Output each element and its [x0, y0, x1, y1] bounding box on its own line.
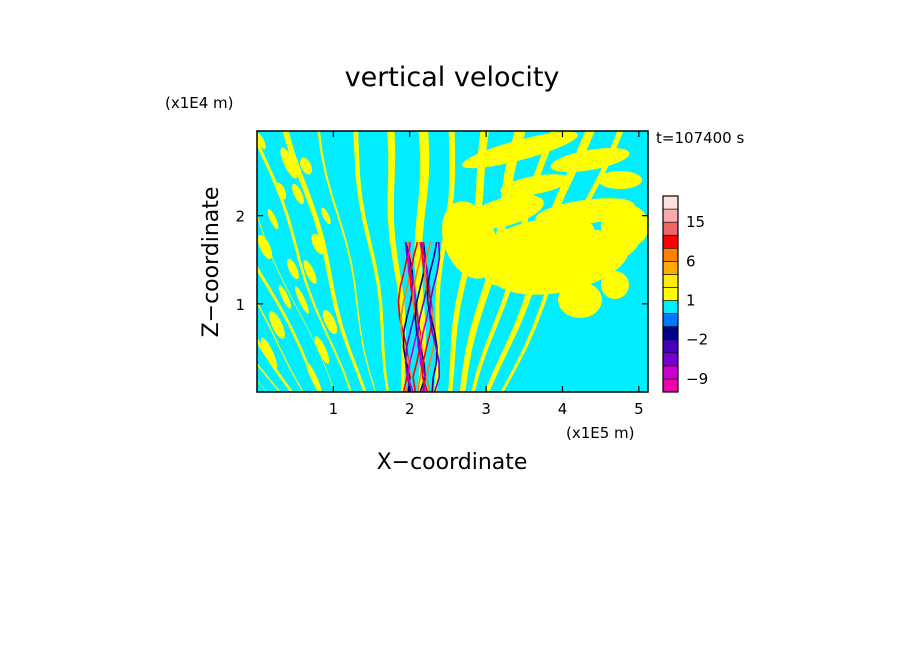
jet-streak — [404, 241, 417, 392]
wave-band — [257, 380, 267, 392]
streak-patch — [322, 310, 338, 334]
x-unit-label: (x1E5 m) — [566, 424, 635, 442]
y-tick-label: 2 — [235, 208, 245, 226]
colorbar-tick-label: 1 — [686, 292, 696, 310]
field-patch — [482, 254, 518, 286]
y-unit-label: (x1E4 m) — [165, 94, 234, 112]
streak-patch — [257, 132, 266, 150]
colorbar-segment — [662, 234, 679, 249]
field-patch — [550, 147, 630, 173]
wave-band — [414, 131, 430, 392]
streak-patch — [280, 147, 298, 179]
streak-patch — [295, 286, 309, 314]
streak-patch — [257, 235, 273, 259]
field-patch — [461, 131, 579, 169]
x-tick-label: 2 — [405, 400, 415, 418]
wave-band — [500, 131, 624, 392]
streak-patch — [287, 258, 299, 280]
x-tick-label: 4 — [558, 400, 568, 418]
colorbar-segment — [662, 326, 679, 341]
streak-patch — [314, 336, 330, 364]
streak-patch — [267, 208, 279, 230]
colorbar-segment — [662, 339, 679, 354]
colorbar-segment — [662, 221, 679, 236]
streak-patch — [260, 337, 278, 369]
colorbar-segment — [662, 313, 679, 327]
colorbar-segment — [662, 261, 679, 275]
colorbar-segment — [662, 247, 679, 262]
streak-patch — [269, 311, 285, 339]
wave-band — [257, 138, 352, 392]
colorbar-tick-label: 6 — [686, 252, 696, 270]
x-tick-label: 3 — [481, 400, 491, 418]
wave-band — [387, 131, 406, 392]
x-tick-label: 5 — [634, 400, 644, 418]
streak-patch — [311, 233, 325, 255]
y-axis-ticks: 12 — [235, 208, 648, 314]
streak-patch — [306, 362, 322, 392]
colorbar-segment — [662, 208, 679, 223]
time-label: t=107400 s — [656, 129, 744, 147]
colorbar: 15 6 1 −2 −9 — [662, 195, 708, 393]
wave-band — [433, 131, 456, 392]
jet-streak — [423, 241, 436, 392]
jet-streak — [428, 241, 441, 392]
field-patch — [485, 217, 595, 259]
colorbar-segment — [662, 365, 679, 380]
wave-band — [257, 362, 281, 392]
jet-streak — [426, 241, 438, 392]
colorbar-tick-label: 15 — [686, 213, 705, 231]
colorbar-segment — [662, 352, 679, 367]
colorbar-segment — [662, 378, 679, 393]
colorbar-tick-label: −9 — [686, 370, 708, 388]
streak-patch — [278, 285, 292, 309]
streak-patch — [300, 157, 312, 175]
wave-band — [257, 265, 320, 392]
field-patch — [558, 282, 602, 318]
streak-patch — [275, 182, 287, 200]
y-tick-label: 1 — [235, 296, 245, 314]
colorbar-frame — [662, 195, 679, 393]
velocity-field — [257, 131, 648, 392]
streak-patch — [303, 260, 317, 284]
field-patch — [601, 271, 629, 299]
x-tick-label: 1 — [329, 400, 339, 418]
field-patch — [601, 204, 648, 248]
streak-patch — [321, 207, 331, 225]
x-axis-ticks: 1 2 3 4 5 — [329, 131, 644, 418]
streak-patch — [292, 183, 304, 205]
plot-frame — [256, 130, 649, 393]
y-axis-label: Z−coordinate — [199, 187, 224, 338]
x-axis-label: X−coordinate — [377, 450, 528, 475]
colorbar-tick-label: −2 — [686, 331, 708, 349]
chart-title: vertical velocity — [345, 62, 560, 93]
colorbar-segment — [662, 300, 679, 314]
colorbar-segment — [662, 274, 679, 288]
field-patch — [500, 174, 570, 196]
jet-streak — [410, 241, 421, 392]
colorbar-segment — [662, 287, 679, 301]
wave-band — [353, 131, 389, 392]
wave-band — [257, 301, 304, 392]
field-patch — [441, 201, 499, 279]
wave-band — [317, 131, 377, 392]
colorbar-segment — [662, 195, 679, 210]
field-patch — [598, 171, 642, 189]
